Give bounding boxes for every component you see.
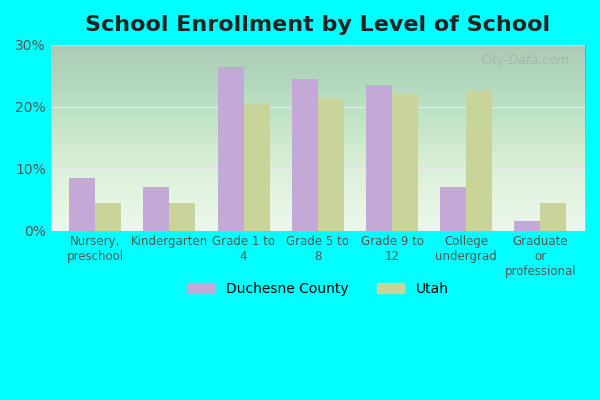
Bar [218,66,244,230]
Bar [366,85,392,230]
Bar [392,94,418,230]
Bar [514,221,541,230]
Bar [95,203,121,230]
Bar [440,187,466,230]
Title: School Enrollment by Level of School: School Enrollment by Level of School [85,15,550,35]
Bar [466,91,492,230]
Bar [292,79,318,230]
Bar [318,98,344,230]
Bar [143,187,169,230]
Bar [244,104,269,230]
Bar [69,178,95,230]
Bar [169,203,196,230]
Bar [541,203,566,230]
Legend: Duchesne County, Utah: Duchesne County, Utah [182,276,454,302]
Text: City-Data.com: City-Data.com [480,54,569,67]
